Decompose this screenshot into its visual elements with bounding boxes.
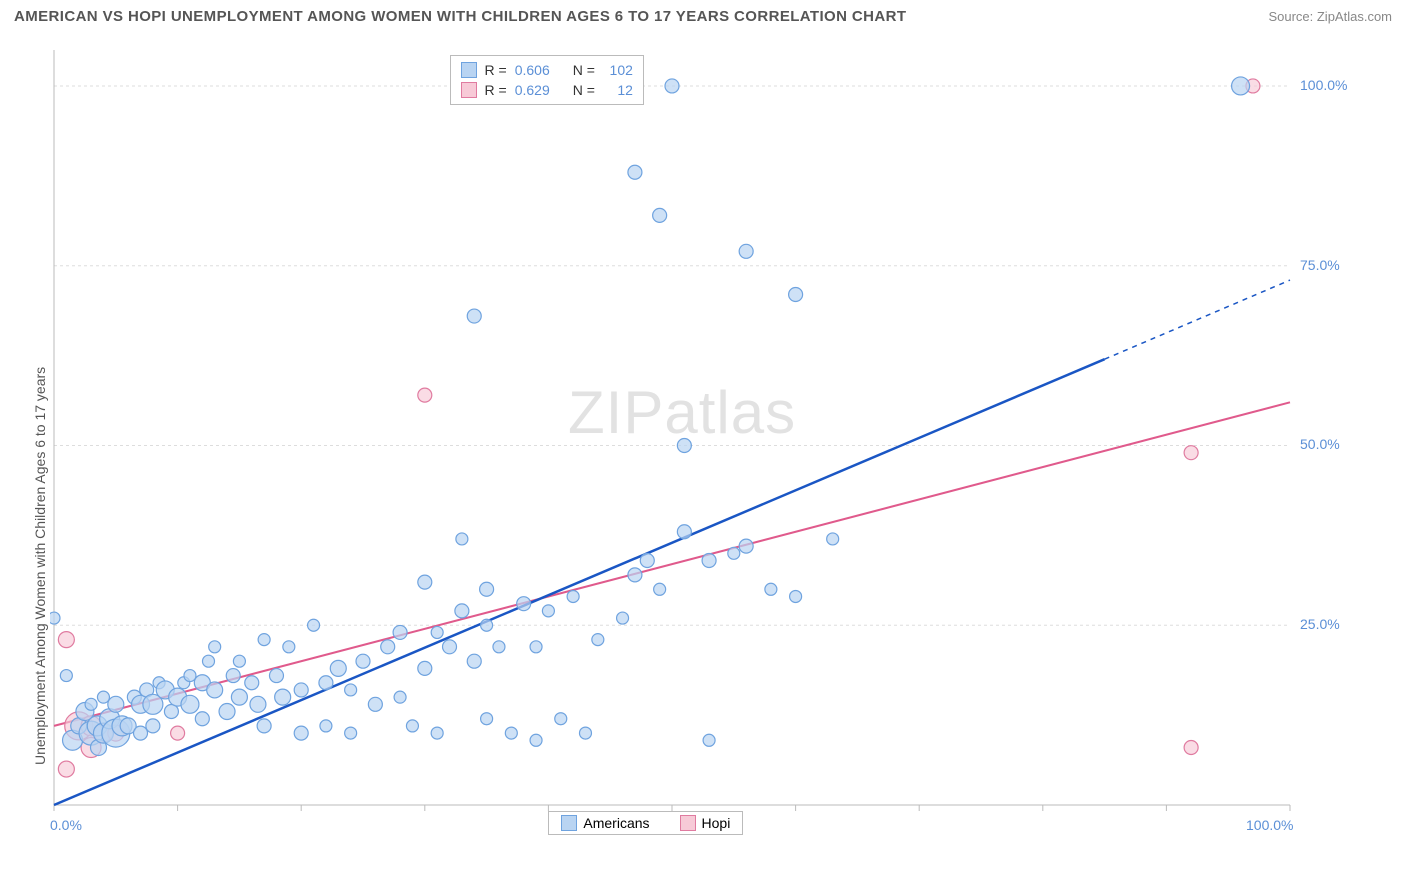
chart-area: Unemployment Among Women with Children A… bbox=[50, 40, 1350, 835]
axis-tick-label: 0.0% bbox=[50, 817, 82, 833]
axis-tick-label: 100.0% bbox=[1300, 77, 1347, 93]
legend-row-hopi: R = 0.629 N = 12 bbox=[461, 80, 633, 100]
chart-source: Source: ZipAtlas.com bbox=[1268, 9, 1392, 24]
swatch-americans-icon bbox=[561, 815, 577, 831]
scatter-plot bbox=[50, 40, 1350, 835]
legend-label-americans: Americans bbox=[583, 815, 649, 831]
legend-item-americans: Americans bbox=[561, 815, 649, 831]
swatch-hopi-icon bbox=[680, 815, 696, 831]
y-axis-label: Unemployment Among Women with Children A… bbox=[32, 367, 48, 765]
chart-header: AMERICAN VS HOPI UNEMPLOYMENT AMONG WOME… bbox=[0, 0, 1406, 29]
correlation-legend: R = 0.606 N = 102 R = 0.629 N = 12 bbox=[450, 55, 644, 105]
swatch-americans-icon bbox=[461, 62, 477, 78]
legend-row-americans: R = 0.606 N = 102 bbox=[461, 60, 633, 80]
axis-tick-label: 100.0% bbox=[1246, 817, 1293, 833]
legend-item-hopi: Hopi bbox=[680, 815, 731, 831]
series-legend: Americans Hopi bbox=[548, 811, 743, 835]
axis-tick-label: 75.0% bbox=[1300, 257, 1340, 273]
chart-title: AMERICAN VS HOPI UNEMPLOYMENT AMONG WOME… bbox=[14, 8, 906, 25]
axis-tick-label: 25.0% bbox=[1300, 616, 1340, 632]
axis-tick-label: 50.0% bbox=[1300, 436, 1340, 452]
r-value-hopi: 0.629 bbox=[515, 82, 565, 98]
n-value-hopi: 12 bbox=[603, 82, 633, 98]
n-value-americans: 102 bbox=[603, 62, 633, 78]
swatch-hopi-icon bbox=[461, 82, 477, 98]
r-value-americans: 0.606 bbox=[515, 62, 565, 78]
legend-label-hopi: Hopi bbox=[702, 815, 731, 831]
